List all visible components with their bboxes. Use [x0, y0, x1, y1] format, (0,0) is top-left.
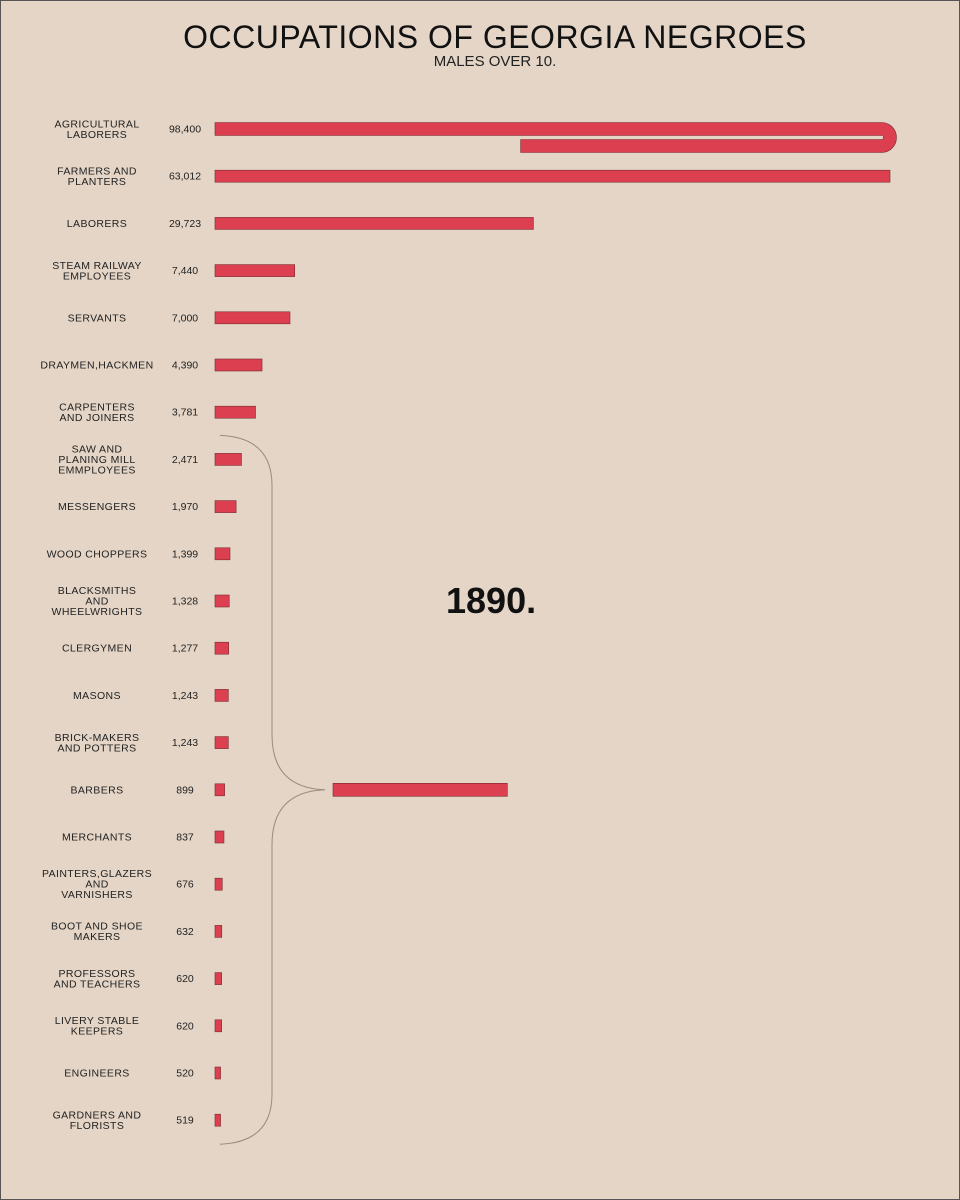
bar: [214, 972, 222, 985]
value-label: 620: [176, 973, 194, 985]
category-label: LIVERY STABLE KEEPERS: [55, 1015, 140, 1038]
value-label: 7,440: [172, 265, 198, 277]
value-label: 620: [176, 1020, 194, 1032]
category-label: PAINTERS,GLAZERS AND VARNISHERS: [42, 868, 152, 901]
value-label: 63,012: [169, 171, 201, 183]
bar: [214, 783, 225, 797]
category-label: MESSENGERS: [58, 501, 136, 513]
year-annotation: 1890.: [446, 580, 537, 621]
category-label: FARMERS AND PLANTERS: [57, 165, 137, 188]
bar: [214, 1066, 221, 1080]
bar: [214, 547, 231, 561]
bar: [214, 405, 256, 419]
category-label: AGRICULTURAL LABORERS: [54, 118, 139, 141]
value-label: 1,328: [172, 596, 198, 608]
category-label: WOOD CHOPPERS: [47, 548, 148, 560]
value-label: 98,400: [169, 124, 201, 136]
bar: [214, 689, 229, 702]
bar: [332, 782, 508, 797]
bar: [214, 500, 237, 513]
grouping-brace: [219, 434, 326, 1145]
value-label: 632: [176, 926, 194, 938]
category-label: BRICK-MAKERS AND POTTERS: [55, 732, 140, 755]
category-label: CLERGYMEN: [62, 643, 132, 655]
value-label: 2,471: [172, 454, 198, 466]
value-label: 520: [176, 1068, 194, 1080]
bar: [214, 217, 534, 230]
value-label: 4,390: [172, 360, 198, 372]
bar: [214, 1113, 221, 1127]
bar: [214, 264, 295, 277]
bar: [214, 877, 223, 891]
value-label: 1,243: [172, 690, 198, 702]
value-label: 1,399: [172, 548, 198, 560]
bar: [214, 830, 225, 844]
category-label: BOOT AND SHOE MAKERS: [51, 921, 143, 944]
value-label: 676: [176, 879, 194, 891]
bar: [214, 311, 291, 325]
bar: [214, 1019, 222, 1033]
bar: [214, 169, 891, 183]
value-label: 29,723: [169, 218, 201, 230]
value-label: 519: [176, 1115, 194, 1127]
category-label: STEAM RAILWAY EMPLOYEES: [52, 260, 142, 283]
value-label: 1,970: [172, 501, 198, 513]
category-label: CARPENTERS AND JOINERS: [59, 401, 135, 424]
category-label: LABORERS: [67, 218, 127, 230]
bar: [214, 122, 897, 153]
value-label: 1,243: [172, 737, 198, 749]
bar: [214, 358, 263, 372]
value-label: 7,000: [172, 312, 198, 324]
category-label: GARDNERS AND FLORISTS: [53, 1109, 142, 1132]
value-label: 899: [176, 784, 194, 796]
value-label: 837: [176, 832, 194, 844]
bar: [214, 641, 229, 655]
category-label: ENGINEERS: [64, 1068, 129, 1080]
bar: [214, 594, 230, 608]
value-label: 3,781: [172, 407, 198, 419]
bars-layer: AGRICULTURAL LABORERS 98,400 FARMERS AND PLA…: [40, 118, 897, 1132]
category-label: BARBERS: [71, 784, 124, 796]
category-label: PROFESSORS AND TEACHERS: [54, 968, 141, 991]
chart-title: OCCUPATIONS OF GEORGIA NEGROES: [183, 19, 807, 55]
bar: [214, 453, 242, 466]
category-label: SAW AND PLANING MILL EMMPLOYEES: [58, 443, 136, 476]
category-label: SERVANTS: [68, 312, 127, 324]
bar: [214, 925, 223, 938]
category-label: MASONS: [73, 690, 121, 702]
category-label: DRAYMEN,HACKMEN: [40, 360, 153, 372]
chart-subtitle: MALES OVER 10.: [433, 53, 557, 70]
category-label: BLACKSMITHS AND WHEELWRIGHTS: [52, 585, 143, 618]
category-label: MERCHANTS: [62, 832, 132, 844]
value-label: 1,277: [172, 643, 198, 655]
bar: [214, 736, 229, 749]
